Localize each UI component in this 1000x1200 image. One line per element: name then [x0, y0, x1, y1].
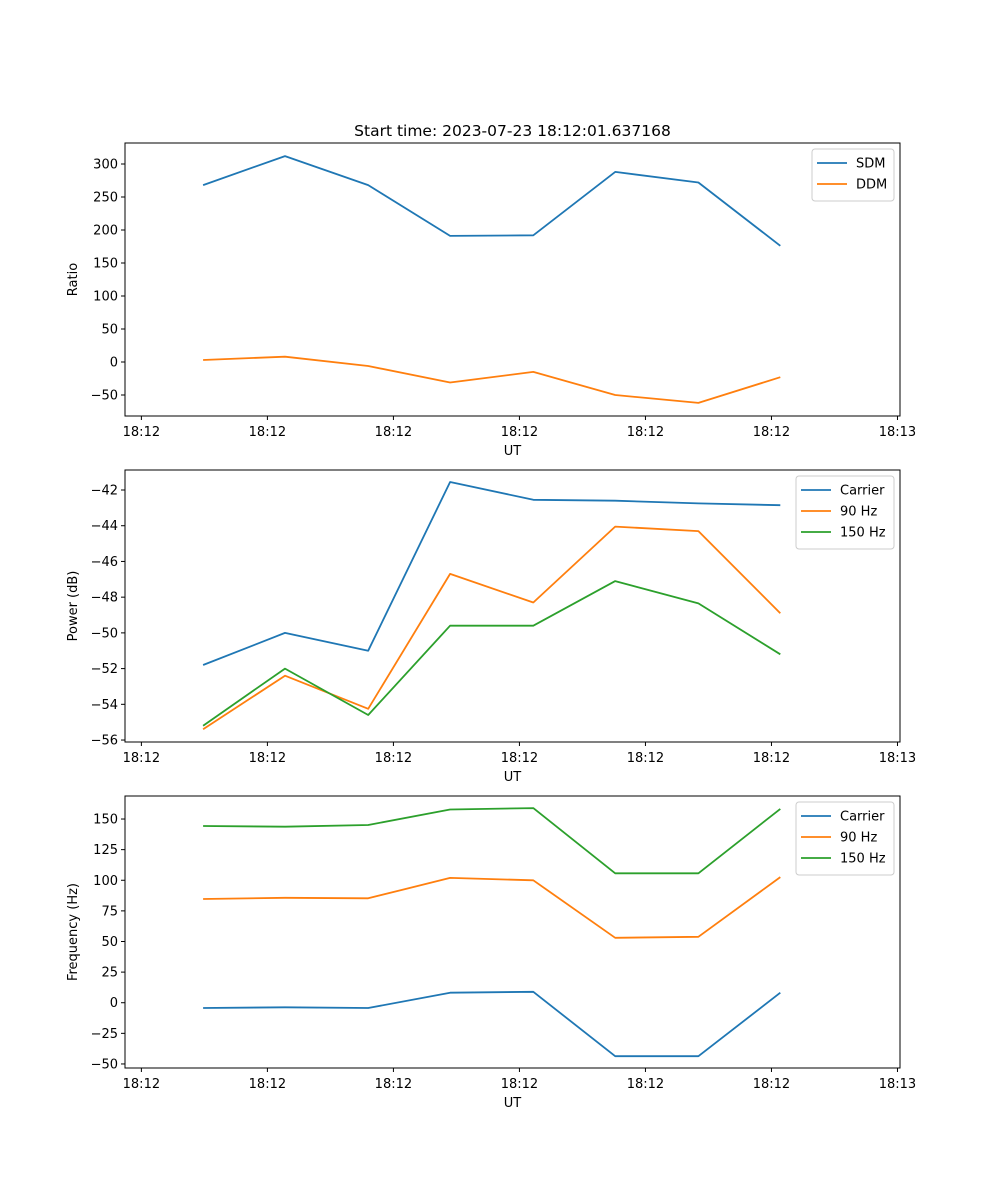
y-tick-label: −48 — [91, 591, 118, 606]
legend-label: Carrier — [840, 810, 885, 825]
y-tick-label: 150 — [93, 256, 118, 271]
y-tick-label: 100 — [93, 290, 118, 305]
x-tick-label: 18:12 — [501, 425, 538, 440]
y-tick-label: −54 — [91, 698, 118, 713]
legend: Carrier 90 Hz 150 Hz — [795, 801, 895, 876]
legend-box — [811, 148, 895, 202]
y-axis-label: Ratio — [66, 263, 81, 296]
x-tick-label: 18:12 — [627, 1077, 664, 1092]
series-line-ddm — [203, 355, 781, 404]
y-tick-label: 100 — [93, 874, 118, 889]
legend-label: 90 Hz — [840, 505, 877, 520]
x-axis-label: UT — [504, 444, 522, 459]
axes-frame — [124, 142, 901, 417]
legend-label: 150 Hz — [840, 852, 886, 867]
y-axis-label: Power (dB) — [66, 571, 81, 642]
panel-1: 18:12 18:12 18:12 18:12 18:12 18:12 18:13 −50 0 5… — [66, 142, 916, 459]
y-tick-label: −50 — [91, 626, 118, 641]
legend-label: 150 Hz — [840, 526, 886, 541]
legend: Carrier 90 Hz 150 Hz — [795, 475, 895, 550]
x-tick-label: 18:12 — [375, 751, 412, 766]
legend-label: 90 Hz — [840, 831, 877, 846]
series-line-150-hz — [202, 580, 781, 727]
x-tick-label: 18:13 — [879, 1077, 916, 1092]
series-line-carrier — [203, 990, 781, 1058]
y-tick-label: 250 — [93, 190, 118, 205]
x-tick-label: 18:12 — [123, 751, 160, 766]
y-tick-label: −46 — [91, 555, 118, 570]
legend-box — [795, 475, 895, 550]
x-tick-label: 18:12 — [249, 1077, 286, 1092]
y-tick-label: 0 — [110, 996, 118, 1011]
y-tick-label: −50 — [91, 1057, 118, 1072]
x-tick-label: 18:12 — [627, 751, 664, 766]
x-tick-label: 18:13 — [879, 425, 916, 440]
y-tick-label: 0 — [110, 356, 118, 371]
legend-label: SDM — [856, 157, 885, 172]
series-line-90-hz — [203, 876, 781, 939]
y-tick-label: −44 — [91, 519, 118, 534]
x-tick-label: 18:12 — [375, 1077, 412, 1092]
x-axis-label: UT — [504, 770, 522, 785]
y-tick-label: −50 — [91, 389, 118, 404]
x-tick-label: 18:12 — [249, 751, 286, 766]
legend-box — [795, 801, 895, 876]
y-tick-label: 150 — [93, 813, 118, 828]
x-tick-label: 18:12 — [501, 751, 538, 766]
y-tick-label: 50 — [101, 935, 118, 950]
y-tick-label: 50 — [101, 323, 118, 338]
chart-title: Start time: 2023-07-23 18:12:01.637168 — [354, 122, 671, 140]
series-line-90-hz — [202, 525, 781, 731]
panels: 18:12 18:12 18:12 18:12 18:12 18:12 18:13 −50 0 5… — [66, 142, 916, 1111]
x-tick-label: 18:12 — [123, 1077, 160, 1092]
x-tick-label: 18:12 — [753, 425, 790, 440]
axes-frame — [124, 795, 901, 1069]
x-tick-label: 18:12 — [627, 425, 664, 440]
x-tick-label: 18:12 — [123, 425, 160, 440]
series-line-150-hz — [203, 807, 781, 875]
y-tick-label: 125 — [93, 843, 118, 858]
x-tick-label: 18:12 — [753, 1077, 790, 1092]
series-line-carrier — [202, 481, 781, 666]
x-tick-label: 18:12 — [249, 425, 286, 440]
y-axis-label: Frequency (Hz) — [66, 883, 81, 981]
y-tick-label: −25 — [91, 1027, 118, 1042]
legend-label: DDM — [856, 178, 887, 193]
y-tick-label: 25 — [101, 966, 118, 981]
y-tick-label: 75 — [101, 904, 118, 919]
x-tick-label: 18:13 — [879, 751, 916, 766]
axes-frame — [124, 469, 901, 743]
x-axis-label: UT — [504, 1096, 522, 1111]
y-tick-label: −52 — [91, 662, 118, 677]
y-tick-label: 300 — [93, 157, 118, 172]
panel-2: 18:12 18:12 18:12 18:12 18:12 18:12 18:13 −56 −5… — [66, 469, 916, 785]
y-tick-label: 200 — [93, 223, 118, 238]
y-tick-label: −56 — [91, 734, 118, 749]
y-tick-label: −42 — [91, 484, 118, 499]
x-tick-label: 18:12 — [753, 751, 790, 766]
series-line-sdm — [202, 155, 781, 247]
legend: SDM DDM — [811, 148, 895, 202]
x-tick-label: 18:12 — [501, 1077, 538, 1092]
x-tick-label: 18:12 — [375, 425, 412, 440]
legend-label: Carrier — [840, 484, 885, 499]
panel-3: 18:12 18:12 18:12 18:12 18:12 18:12 18:13 −50 −2… — [66, 795, 916, 1111]
